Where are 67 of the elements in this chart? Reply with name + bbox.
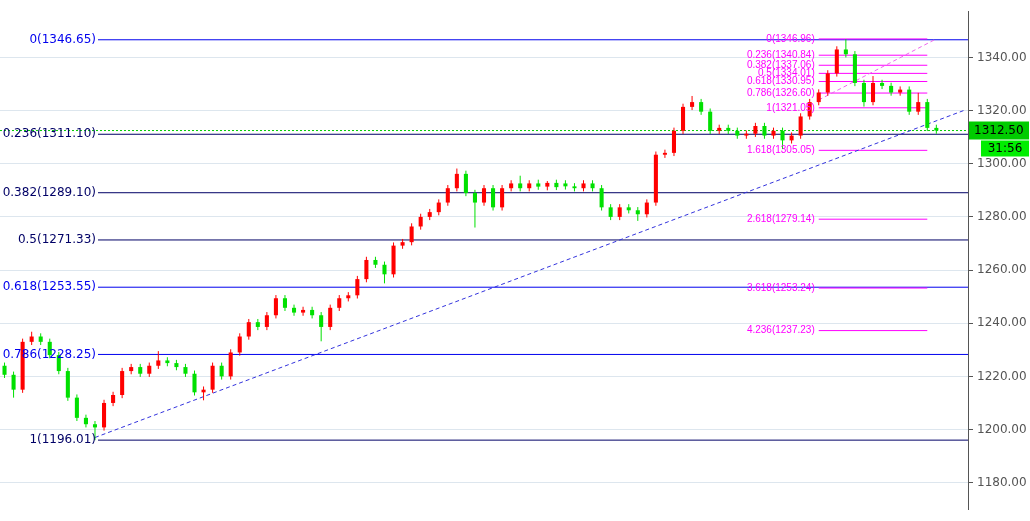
ref-line-label: 0.382(1289.10) (2, 184, 96, 199)
series-label: 1.618(1305.05) (746, 144, 815, 156)
ref-line-label: 0(1346.65) (29, 31, 96, 46)
candlestick (463, 170, 468, 197)
candlestick (120, 367, 125, 399)
candlestick (690, 95, 695, 111)
y-tick-label: 1280.00 (977, 209, 1027, 224)
candlestick (509, 179, 514, 192)
candlestick (671, 127, 677, 157)
candlestick (870, 75, 876, 106)
candlestick (382, 261, 387, 284)
y-tick-label: 1320.00 (977, 102, 1027, 117)
candlestick (328, 304, 333, 331)
candlestick (472, 189, 477, 229)
ref-line-label: 0.236(1311.10) (2, 126, 96, 141)
candlestick (916, 92, 921, 116)
candlestick (454, 168, 459, 192)
candlestick (310, 306, 315, 319)
candlestick (644, 198, 649, 218)
candlestick (355, 275, 360, 300)
candlestick (798, 112, 803, 140)
candlestick (264, 311, 269, 331)
candlestick (319, 311, 324, 342)
candlestick (364, 256, 369, 283)
series-label: 0.236(1340.84) (746, 48, 815, 60)
candlestick (246, 318, 251, 341)
text: 31:56 (987, 140, 1023, 155)
candlestick (708, 107, 713, 135)
series-label: 0.786(1326.60) (746, 86, 815, 98)
candlestick (11, 371, 16, 399)
candlestick (210, 362, 215, 394)
candlestick (273, 294, 278, 319)
series-label: 4.236(1237.23) (746, 324, 815, 336)
candlestick (228, 348, 233, 381)
series-label: 2.618(1279.14) (746, 212, 815, 224)
candlestick (237, 332, 242, 357)
y-tick-label: 1260.00 (977, 262, 1027, 277)
y-tick-label: 1340.00 (977, 49, 1027, 64)
candlestick (843, 38, 848, 58)
ref-line-label: 0.5(1271.33) (17, 232, 96, 247)
y-tick-label: 1220.00 (977, 368, 1027, 383)
y-tick-label: 1180.00 (977, 474, 1027, 489)
candlestick (74, 393, 79, 422)
y-tick-label: 1240.00 (977, 315, 1027, 330)
ref-line-label: 0.618(1253.55) (2, 279, 96, 294)
candlestick (861, 79, 866, 108)
y-tick-label: 1200.00 (977, 421, 1027, 436)
candlestick (500, 184, 505, 212)
candlestick (445, 184, 450, 207)
candlestick (880, 79, 885, 90)
candlestick (834, 45, 839, 78)
candlestick (889, 82, 894, 97)
candlestick (662, 149, 667, 159)
ref-line-label: 1312.50 (974, 122, 1024, 137)
y-tick-label: 1300.00 (977, 155, 1027, 170)
candlestick (491, 184, 496, 212)
candlestick (825, 69, 830, 97)
ref-line-label: 1(1196.01) (29, 432, 96, 447)
candlestick (409, 222, 414, 246)
candlestick (192, 370, 197, 397)
candlestick (599, 184, 604, 212)
candlestick (680, 103, 686, 135)
candlestick (83, 414, 88, 428)
candlestick (481, 184, 487, 207)
candlestick (291, 304, 297, 317)
candlestick (907, 85, 912, 116)
candlestick (301, 306, 306, 317)
